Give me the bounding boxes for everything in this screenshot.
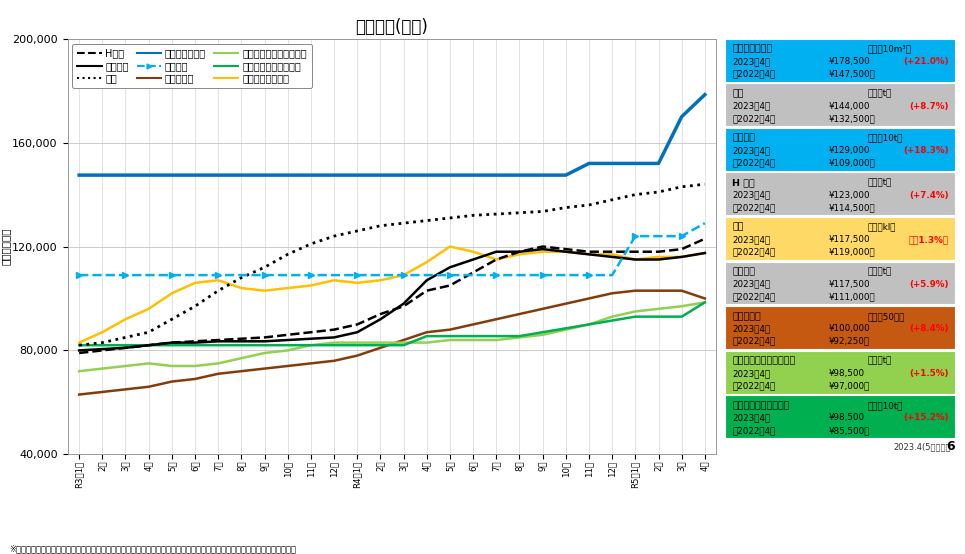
Text: ¥111,000）: ¥111,000）: [829, 292, 875, 301]
Text: H 型鋼: H 型鋼: [732, 178, 755, 187]
Text: 2023年4月: 2023年4月: [732, 146, 770, 155]
Text: （円／kl）: （円／kl）: [868, 223, 896, 232]
Text: ¥100,000: ¥100,000: [829, 324, 870, 334]
Text: （2022年4月: （2022年4月: [732, 248, 776, 257]
Text: (+21.0%): (+21.0%): [903, 57, 949, 66]
Text: （2022年4月: （2022年4月: [732, 114, 776, 123]
Text: （2022年4月: （2022年4月: [732, 69, 776, 79]
Text: (+8.7%): (+8.7%): [909, 101, 949, 111]
Title: 価格推移(東京): 価格推移(東京): [355, 18, 428, 36]
Text: 2023年4月: 2023年4月: [732, 101, 770, 111]
Text: ¥129,000: ¥129,000: [829, 146, 870, 155]
Text: （円／t）: （円／t）: [868, 268, 893, 276]
Bar: [726, 261, 955, 304]
Text: ¥117,500: ¥117,500: [829, 280, 870, 289]
Text: 2023年4月: 2023年4月: [732, 369, 770, 378]
Text: (+8.4%): (+8.4%): [909, 324, 949, 334]
Text: 厚板: 厚板: [732, 89, 744, 98]
Text: （円／t）: （円／t）: [868, 356, 893, 366]
Text: 6: 6: [947, 440, 955, 453]
Text: （2022年4月: （2022年4月: [732, 203, 776, 212]
Text: （円／t）: （円／t）: [868, 89, 893, 98]
Text: 2023年4月: 2023年4月: [732, 280, 770, 289]
Text: 2023年4月: 2023年4月: [732, 191, 770, 199]
Bar: [726, 217, 955, 260]
Text: ※市場の最新単価を把握するため、一般に公工事の予定価格の積算で使用される「建設物価」と「積算資料」の平均価格を表示: ※市場の最新単価を把握するため、一般に公工事の予定価格の積算で使用される「建設物…: [10, 544, 296, 553]
Text: (+1.5%): (+1.5%): [909, 369, 949, 378]
Text: 軽油: 軽油: [732, 223, 744, 232]
Text: 2023年4月: 2023年4月: [732, 57, 770, 66]
Text: ¥97,000）: ¥97,000）: [829, 381, 870, 391]
Text: 型枠用合板: 型枠用合板: [732, 312, 760, 321]
Text: ¥132,500）: ¥132,500）: [829, 114, 875, 123]
Y-axis label: （円／単位）: （円／単位）: [1, 228, 11, 265]
Text: （－1.3%）: （－1.3%）: [908, 235, 949, 244]
Bar: [726, 128, 955, 171]
Bar: [726, 172, 955, 216]
Text: 異形棒鋼: 異形棒鋼: [732, 268, 756, 276]
Text: (+7.4%): (+7.4%): [909, 191, 949, 199]
Text: ストレートアスファルト: ストレートアスファルト: [732, 356, 795, 366]
Text: ¥119,000）: ¥119,000）: [829, 248, 875, 257]
Text: ¥123,000: ¥123,000: [829, 191, 870, 199]
Text: ¥147,500）: ¥147,500）: [829, 69, 875, 79]
Text: ¥92,250）: ¥92,250）: [829, 337, 869, 346]
Text: セメント: セメント: [732, 134, 756, 143]
Text: （円／10t）: （円／10t）: [868, 134, 903, 143]
Text: （2022年4月: （2022年4月: [732, 426, 776, 435]
Text: (+18.3%): (+18.3%): [903, 146, 949, 155]
Bar: [726, 351, 955, 393]
Text: ¥98,500: ¥98,500: [829, 369, 865, 378]
Text: 再生アスファルト合材: 再生アスファルト合材: [732, 401, 789, 410]
Text: ¥85,500）: ¥85,500）: [829, 426, 870, 435]
Text: ¥144,000: ¥144,000: [829, 101, 870, 111]
Text: ¥178,500: ¥178,500: [829, 57, 870, 66]
Text: ¥109,000）: ¥109,000）: [829, 158, 875, 167]
Text: 2023.4(5月号反映: 2023.4(5月号反映: [894, 442, 951, 452]
Bar: [726, 83, 955, 126]
Text: （2022年4月: （2022年4月: [732, 381, 776, 391]
Text: (+5.9%): (+5.9%): [909, 280, 949, 289]
Text: 2023年4月: 2023年4月: [732, 324, 770, 334]
Text: （円／50枚）: （円／50枚）: [868, 312, 905, 321]
Text: （2022年4月: （2022年4月: [732, 337, 776, 346]
Text: 生コンクリート: 生コンクリート: [732, 44, 772, 54]
Bar: [726, 39, 955, 81]
Text: ¥98,500: ¥98,500: [829, 413, 865, 422]
Text: 2023年4月: 2023年4月: [732, 413, 770, 422]
Text: （円／10m³）: （円／10m³）: [868, 44, 912, 54]
Text: 2023年4月: 2023年4月: [732, 235, 770, 244]
Legend: H形鋼, 異形棒鋼, 厚板, 生コンクリート, セメント, 型枠用合板, ストレートアスファルト, 再生アスファルト合材, 軽油（ローリー）: H形鋼, 異形棒鋼, 厚板, 生コンクリート, セメント, 型枠用合板, ストレ…: [72, 44, 312, 88]
Text: （円／10t）: （円／10t）: [868, 401, 903, 410]
Text: (+15.2%): (+15.2%): [903, 413, 949, 422]
Text: ¥117,500: ¥117,500: [829, 235, 870, 244]
Text: （2022年4月: （2022年4月: [732, 292, 776, 301]
Text: （2022年4月: （2022年4月: [732, 158, 776, 167]
Bar: [726, 306, 955, 349]
Text: （円／t）: （円／t）: [868, 178, 893, 187]
Text: ¥114,500）: ¥114,500）: [829, 203, 875, 212]
Bar: [726, 395, 955, 438]
